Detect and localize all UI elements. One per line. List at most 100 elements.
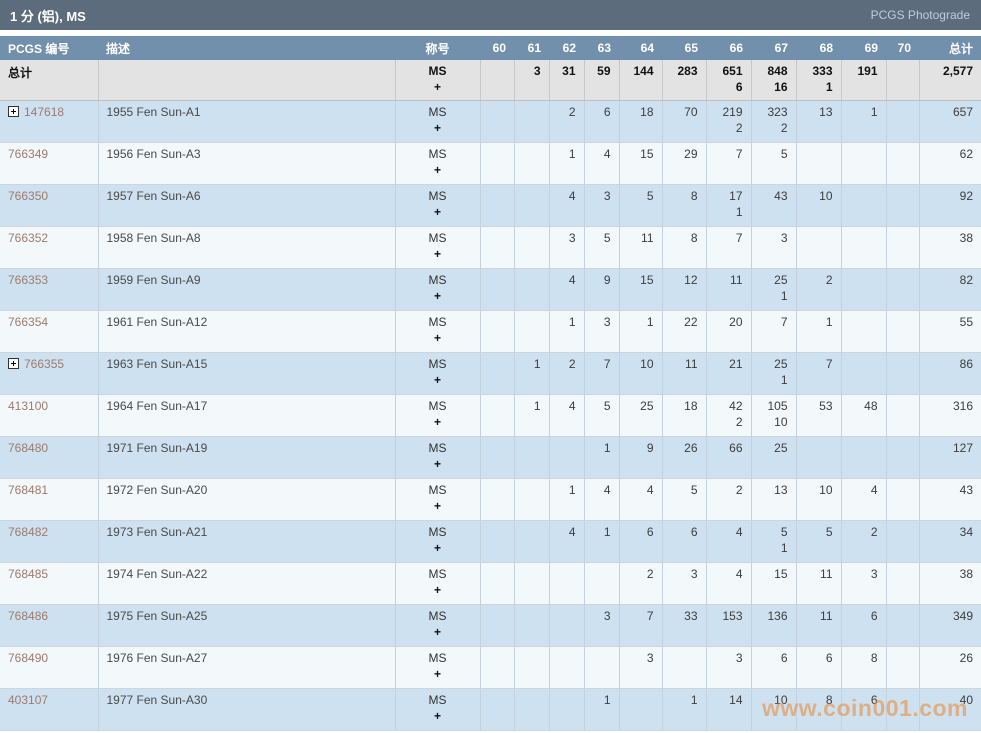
expand-plus-icon[interactable]	[8, 357, 19, 369]
table-row: 766350 1957 Fen Sun-A6 MS +4 3 5 8 17 1 43 10 92	[0, 184, 981, 227]
grade-65-count: 18	[661, 394, 706, 437]
pcgs-number-link[interactable]: 766352	[8, 230, 49, 245]
designation-cell: MS +	[394, 688, 480, 731]
designation-cell: MS +	[394, 478, 480, 521]
pcgs-number-link[interactable]: 403107	[8, 692, 49, 707]
row-total: 127	[918, 436, 981, 479]
coin-description: 1977 Fen Sun-A30	[97, 688, 395, 731]
coin-description: 1973 Fen Sun-A21	[97, 520, 395, 563]
grade-64-count: 25	[618, 394, 662, 437]
totals-label: 总计	[0, 60, 98, 101]
pcgs-number-link[interactable]: 768481	[8, 482, 49, 497]
pcgs-number-link[interactable]: 766350	[8, 188, 49, 203]
col-grade-60: 60	[480, 36, 514, 60]
col-total: 总计	[919, 36, 981, 60]
grade-69-count: 2	[840, 520, 886, 563]
pcgs-number-cell: 147618	[0, 100, 98, 143]
pcgs-number-cell: 768480	[0, 436, 98, 479]
col-designation: 称号	[395, 36, 480, 60]
grade-64-count: 7	[618, 604, 662, 647]
designation-cell: MS +	[394, 352, 480, 395]
row-total: 82	[918, 268, 981, 311]
row-total: 62	[918, 142, 981, 185]
totals-description-empty	[97, 60, 395, 101]
grade-61-count	[513, 688, 549, 731]
totals-grade-65: 283	[661, 60, 706, 101]
designation-cell: MS +	[394, 184, 480, 227]
grade-67-count: 323 2	[750, 100, 796, 143]
pcgs-number-cell: 768486	[0, 604, 98, 647]
grade-70-count	[885, 520, 919, 563]
totals-grade-60	[479, 60, 514, 101]
page-title: 1 分 (铝), MS	[10, 8, 86, 24]
grade-70-count	[885, 478, 919, 521]
grade-63-count	[583, 562, 619, 605]
grade-69-count	[840, 436, 886, 479]
grade-66-count: 7	[705, 142, 751, 185]
row-total: 55	[918, 310, 981, 353]
pcgs-number-link[interactable]: 768480	[8, 440, 49, 455]
pcgs-number-link[interactable]: 766353	[8, 272, 49, 287]
grade-66-count: 3	[705, 646, 751, 689]
grade-60-count	[479, 184, 514, 227]
grade-69-count	[840, 184, 886, 227]
grade-65-count: 1	[661, 688, 706, 731]
pcgs-number-link[interactable]: 768485	[8, 566, 49, 581]
coin-description: 1956 Fen Sun-A3	[97, 142, 395, 185]
grade-70-count	[885, 394, 919, 437]
pcgs-number-link[interactable]: 413100	[8, 398, 49, 413]
pcgs-number-cell: 403107	[0, 688, 98, 731]
pcgs-number-link[interactable]: 768490	[8, 650, 49, 665]
divider	[0, 30, 981, 36]
pcgs-number-link[interactable]: 147618	[24, 104, 65, 119]
pcgs-number-link[interactable]: 766349	[8, 146, 49, 161]
totals-designation: MS +	[394, 60, 480, 101]
grade-62-count	[548, 604, 584, 647]
grade-62-count: 4	[548, 520, 584, 563]
grade-64-count: 15	[618, 268, 662, 311]
grade-60-count	[479, 520, 514, 563]
grade-63-count: 7	[583, 352, 619, 395]
grade-65-count: 33	[661, 604, 706, 647]
grade-61-count	[513, 520, 549, 563]
grade-63-count: 9	[583, 268, 619, 311]
table-row: 766354 1961 Fen Sun-A12 MS +1 3 1 22 20 7 1 55	[0, 310, 981, 353]
grade-63-count: 6	[583, 100, 619, 143]
totals-grade-67: 848 16	[750, 60, 796, 101]
row-total: 86	[918, 352, 981, 395]
grade-61-count	[513, 184, 549, 227]
header-row: PCGS 编号 描述 称号 60 61 62 63 64 65 66 67 68 69 70 总计	[0, 36, 981, 60]
grade-61-count	[513, 436, 549, 479]
row-total: 657	[918, 100, 981, 143]
grade-64-count: 10	[618, 352, 662, 395]
pcgs-number-link[interactable]: 768482	[8, 524, 49, 539]
grade-70-count	[885, 688, 919, 731]
pcgs-number-cell: 766350	[0, 184, 98, 227]
pcgs-number-link[interactable]: 766355	[24, 356, 65, 371]
pcgs-number-link[interactable]: 766354	[8, 314, 49, 329]
grade-64-count: 3	[618, 646, 662, 689]
grade-67-count: 10	[750, 688, 796, 731]
grade-61-count	[513, 562, 549, 605]
grade-62-count	[548, 646, 584, 689]
grade-65-count: 3	[661, 562, 706, 605]
grade-70-count	[885, 310, 919, 353]
grade-60-count	[479, 604, 514, 647]
totals-grade-64: 144	[618, 60, 662, 101]
pcgs-number-cell: 413100	[0, 394, 98, 437]
grade-68-count: 11	[795, 562, 841, 605]
grade-63-count: 1	[583, 520, 619, 563]
grade-65-count: 8	[661, 226, 706, 269]
photograde-link[interactable]: PCGS Photograde	[870, 8, 970, 22]
grade-65-count: 6	[661, 520, 706, 563]
grade-66-count: 21	[705, 352, 751, 395]
grade-67-count: 43	[750, 184, 796, 227]
expand-plus-icon[interactable]	[8, 105, 19, 117]
grade-63-count: 4	[583, 142, 619, 185]
grade-64-count: 9	[618, 436, 662, 479]
grade-69-count: 48	[840, 394, 886, 437]
pcgs-number-link[interactable]: 768486	[8, 608, 49, 623]
pcgs-number-cell: 766354	[0, 310, 98, 353]
designation-cell: MS +	[394, 394, 480, 437]
table-row: 768485 1974 Fen Sun-A22 MS +2 3 4 15 11 3 38	[0, 562, 981, 605]
